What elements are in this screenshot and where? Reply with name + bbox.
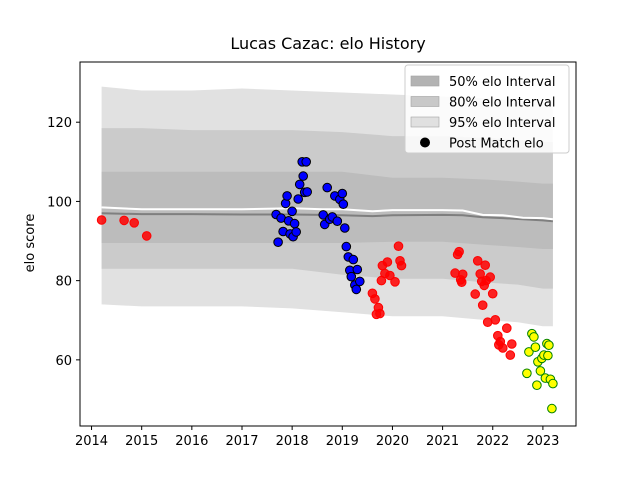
legend-swatch-3 [420,137,430,148]
data-point-series-1-17 [301,157,312,167]
y-tick-label-120: 120 [47,116,72,131]
data-point-series-1-38 [355,276,365,287]
chart-title: Lucas Cazac: elo History [230,34,425,53]
y-tick-label-100: 100 [47,195,72,210]
data-point-series-0-17 [396,260,407,271]
data-point-series-1-10 [289,218,300,229]
data-point-series-0-40 [502,323,512,334]
data-point-series-0-34 [487,288,498,299]
data-point-series-0-14 [390,277,400,287]
y-tick-label-60: 60 [55,354,72,369]
x-tick-label-2019: 2019 [326,434,359,449]
data-point-series-1-29 [340,223,350,233]
data-point-series-2-1 [524,347,534,357]
legend: 50% elo Interval 80% elo Interval 95% elo … [404,64,570,154]
legend-label-0: 50% elo Interval [449,75,556,90]
x-tick-label-2018: 2018 [276,434,309,449]
data-point-series-2-3 [529,332,539,342]
legend-label-3: Post Match elo [449,137,544,152]
data-point-series-1-12 [293,194,304,204]
band-50 [101,171,553,249]
legend-box [404,64,570,154]
data-point-series-0-1 [119,215,129,226]
legend-swatch-0 [410,75,440,87]
x-tick-label-2014: 2014 [75,434,108,449]
data-point-series-0-24 [470,289,481,299]
data-point-series-1-18 [302,187,313,197]
data-point-series-0-22 [456,277,467,288]
data-point-series-0-0 [96,215,107,225]
data-point-series-0-12 [382,257,393,267]
data-point-series-2-16 [548,378,558,389]
data-point-series-0-30 [480,260,491,271]
legend-swatch-1 [410,96,440,107]
y-tick-label-80: 80 [55,275,72,290]
data-point-series-2-0 [522,368,532,379]
data-point-series-0-23 [457,269,468,280]
y-axis-label: elo score [23,214,38,273]
data-point-series-2-5 [532,380,542,391]
data-point-series-0-13 [385,270,395,281]
data-point-series-1-5 [282,191,292,201]
data-point-series-1-21 [322,182,333,193]
legend-label-1: 80% elo Interval [449,96,556,111]
data-point-series-1-37 [352,264,363,275]
x-tick-label-2021: 2021 [426,434,459,449]
data-point-series-1-28 [338,199,349,209]
legend-label-2: 95% elo Interval [449,116,556,131]
data-point-series-0-28 [477,300,488,311]
axes: 2014 2015 2016 2017 2018 2019 2020 2021 2022 2023… [47,61,577,449]
data-point-series-1-25 [332,216,343,226]
data-point-series-0-2 [129,218,139,228]
data-point-series-1-33 [346,271,357,282]
data-point-series-0-8 [375,308,385,319]
data-point-series-1-27 [337,188,348,199]
x-tick-label-2023: 2023 [526,434,559,449]
x-tick-label-2015: 2015 [125,434,158,449]
data-point-series-1-19 [318,210,329,220]
data-point-series-1-30 [341,241,352,252]
data-point-series-0-25 [472,256,483,266]
data-point-series-1-13 [294,179,305,190]
axes-frame [79,61,577,427]
data-point-series-0-41 [505,350,516,360]
data-point-series-2-7 [535,366,546,376]
data-point-series-2-13 [544,340,554,351]
data-point-series-0-39 [498,343,508,353]
data-point-series-0-3 [141,231,152,241]
data-point-series-2-12 [543,350,553,361]
x-tick-label-2020: 2020 [376,434,409,449]
data-point-series-2-4 [530,342,541,353]
mean-line [101,212,553,223]
median-line [101,206,554,221]
data-point-series-0-20 [454,246,464,257]
x-tick-label-2016: 2016 [175,434,208,449]
data-point-series-1-34 [348,254,359,265]
data-point-series-0-33 [485,272,496,282]
legend-swatch-2 [410,116,440,128]
data-point-series-1-8 [287,206,297,217]
data-point-series-0-35 [490,315,501,325]
x-tick-label-2017: 2017 [225,434,258,449]
data-point-series-0-15 [393,241,404,251]
data-point-series-2-15 [547,403,557,414]
data-point-series-1-1 [273,237,283,247]
data-point-series-1-15 [298,171,309,181]
data-point-series-0-5 [370,294,380,304]
data-point-series-0-42 [507,339,517,349]
data-point-series-1-11 [291,227,302,237]
data-point-series-1-36 [351,284,362,295]
x-tick-label-2022: 2022 [476,434,509,449]
